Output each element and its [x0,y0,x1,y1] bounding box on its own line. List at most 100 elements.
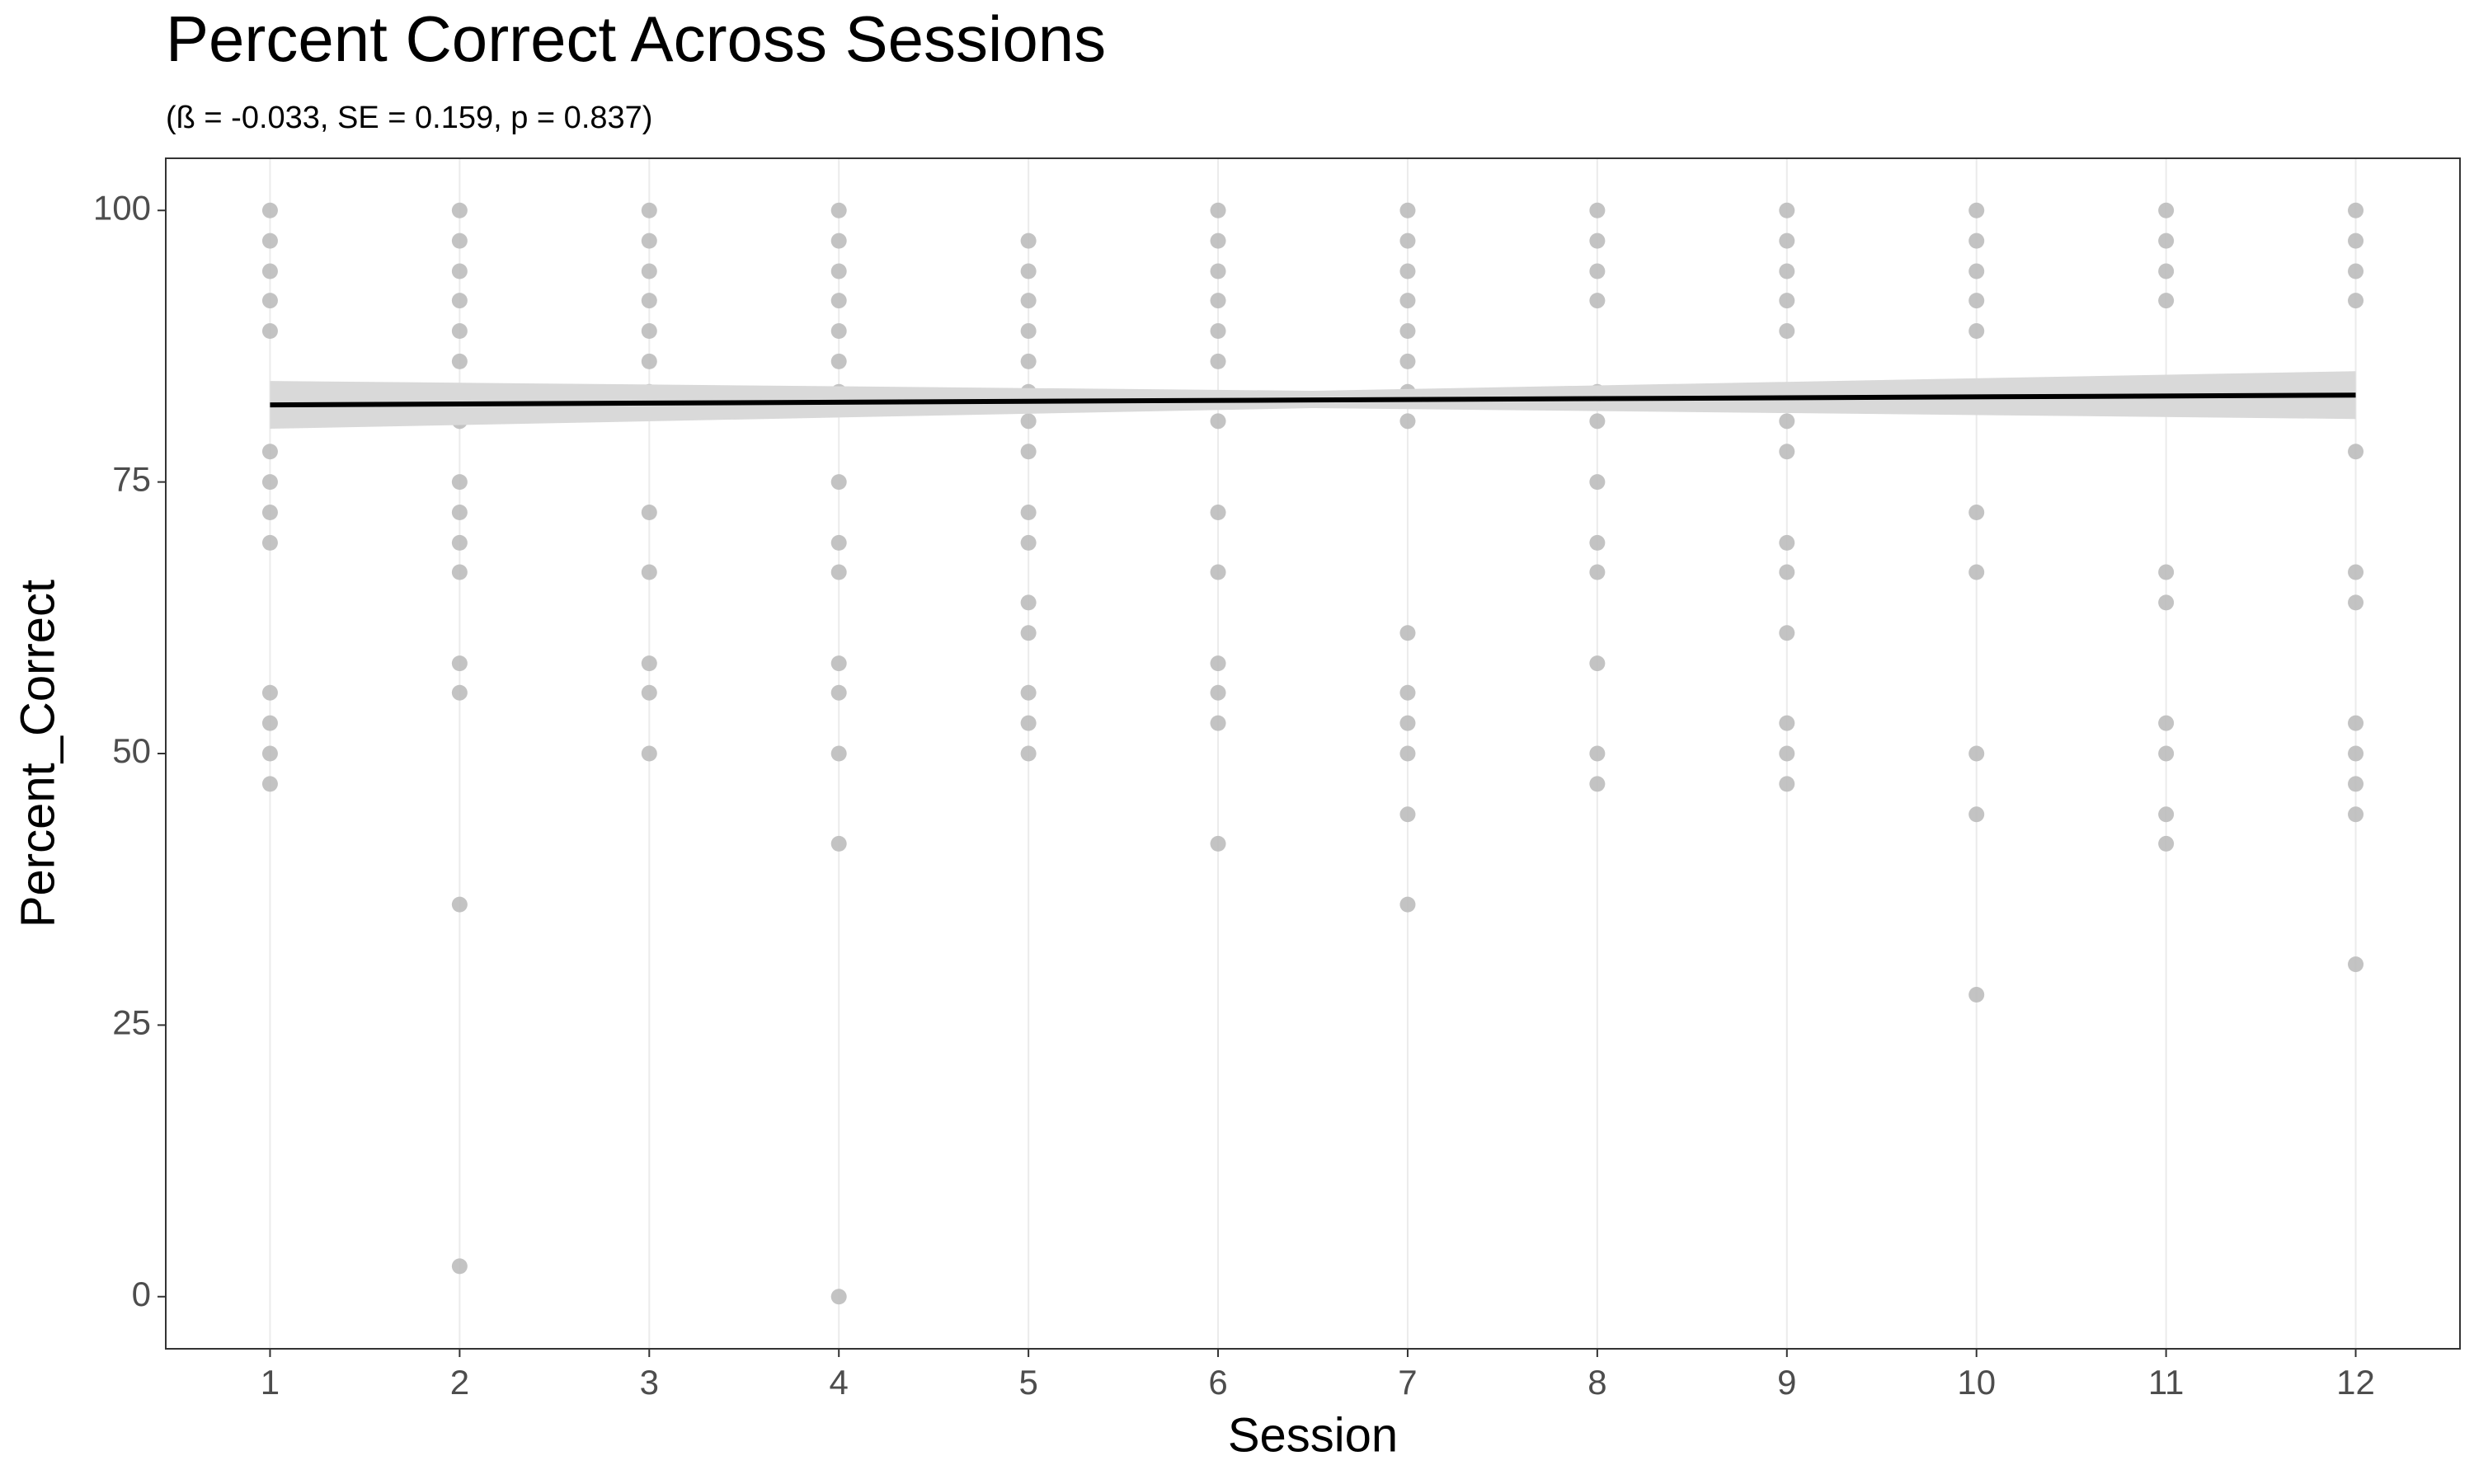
point [451,1258,468,1275]
point [1968,263,1985,279]
point [641,232,657,249]
point [451,322,468,339]
point [830,293,847,309]
point [261,505,278,521]
point [1210,684,1226,701]
x-tick-label: 3 [640,1363,659,1402]
x-tick-label: 10 [1957,1363,1996,1402]
point [2348,715,2364,731]
point [2348,564,2364,580]
point [2348,806,2364,823]
point [1779,776,1795,792]
x-tick-label: 4 [830,1363,849,1402]
point [451,474,468,491]
point [2158,564,2175,580]
point [1968,505,1985,521]
point [1968,293,1985,309]
point [1210,353,1226,369]
point [1399,232,1416,249]
x-tick-label: 1 [261,1363,280,1402]
point [1968,564,1985,580]
point [261,715,278,731]
point [1020,625,1037,641]
point [1210,322,1226,339]
point [1589,413,1606,430]
point [1779,534,1795,551]
point [1399,715,1416,731]
point [1210,835,1226,852]
point [2158,202,2175,218]
point [1968,202,1985,218]
point [830,564,847,580]
point [641,564,657,580]
point [1020,353,1037,369]
x-tick-label: 11 [2148,1363,2185,1402]
point [2158,232,2175,249]
point [1779,202,1795,218]
x-tick-label: 2 [450,1363,469,1402]
point [451,232,468,249]
point [641,322,657,339]
point [2348,293,2364,309]
point [1399,202,1416,218]
y-tick-label: 100 [93,188,151,227]
panel-border [165,157,2461,1350]
point [1779,322,1795,339]
point [1399,263,1416,279]
point [1968,806,1985,823]
point [1020,232,1037,249]
point [641,655,657,672]
point [1589,564,1606,580]
point [261,745,278,762]
point [451,505,468,521]
point [261,444,278,460]
point [1779,444,1795,460]
point [1020,293,1037,309]
chart-subtitle: (ß = -0.033, SE = 0.159, p = 0.837) [166,101,652,135]
point [2158,835,2175,852]
point [830,655,847,672]
point [2348,232,2364,249]
point [1210,293,1226,309]
point [1589,202,1606,218]
point [830,263,847,279]
point [1210,655,1226,672]
point [1399,322,1416,339]
point [2158,293,2175,309]
point [641,293,657,309]
point [1020,715,1037,731]
point [1589,655,1606,672]
point [1968,986,1985,1003]
point [1210,715,1226,731]
point [2348,263,2364,279]
point [261,263,278,279]
point [1020,745,1037,762]
point [451,202,468,218]
point [1779,293,1795,309]
point [1779,232,1795,249]
point [261,776,278,792]
point [830,202,847,218]
point [830,835,847,852]
point [1210,263,1226,279]
y-tick-label: 0 [132,1275,151,1313]
y-tick-label: 75 [112,460,151,499]
point [1399,413,1416,430]
point [261,202,278,218]
point [2158,745,2175,762]
point [1020,444,1037,460]
point [451,293,468,309]
point [261,534,278,551]
point [1779,745,1795,762]
point [1210,413,1226,430]
point [2348,745,2364,762]
point [830,534,847,551]
point [261,684,278,701]
point [1020,594,1037,611]
point [2348,776,2364,792]
point [451,684,468,701]
point [451,564,468,580]
point [641,353,657,369]
point [1399,684,1416,701]
